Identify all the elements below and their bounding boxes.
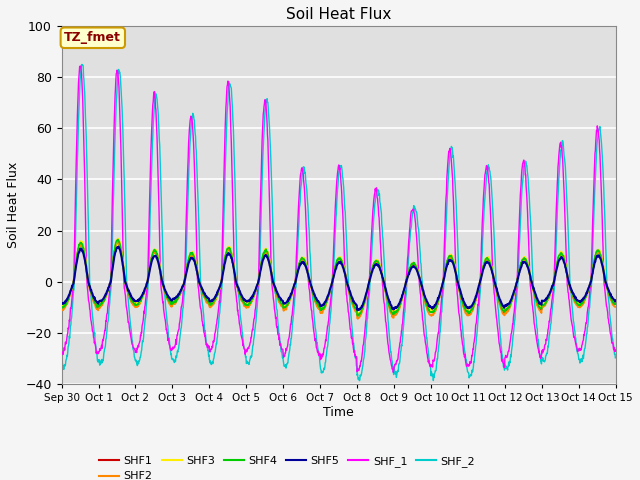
- SHF3: [58, 304, 65, 310]
- SHF2: [611, 304, 619, 310]
- Legend: SHF1, SHF2, SHF3, SHF4, SHF5, SHF_1, SHF_2: SHF1, SHF2, SHF3, SHF4, SHF5, SHF_1, SHF…: [95, 451, 480, 480]
- SHF2: [181, 273, 189, 279]
- SHF4: [114, 237, 122, 242]
- SHF_2: [356, 378, 364, 384]
- SHF5: [425, 303, 433, 309]
- SHF1: [425, 307, 433, 312]
- SHF_1: [611, 348, 619, 354]
- Line: SHF1: SHF1: [61, 240, 615, 315]
- SHF5: [181, 276, 189, 282]
- SHF5: [168, 298, 175, 303]
- SHF3: [611, 300, 619, 306]
- SHF5: [547, 289, 554, 295]
- SHF4: [243, 302, 251, 308]
- SHF1: [498, 304, 506, 310]
- SHF1: [355, 312, 362, 318]
- Line: SHF2: SHF2: [61, 242, 615, 319]
- SHF1: [181, 276, 189, 281]
- SHF3: [425, 306, 433, 312]
- SHF1: [168, 301, 175, 307]
- X-axis label: Time: Time: [323, 406, 354, 419]
- SHF_1: [58, 350, 65, 356]
- SHF5: [115, 244, 122, 250]
- SHF_2: [498, 345, 506, 350]
- SHF_1: [390, 370, 397, 375]
- SHF2: [113, 240, 121, 245]
- SHF4: [425, 307, 433, 313]
- SHF3: [243, 301, 251, 307]
- SHF2: [547, 291, 554, 297]
- Line: SHF_1: SHF_1: [61, 66, 615, 372]
- SHF_1: [425, 360, 433, 366]
- SHF_2: [58, 357, 65, 363]
- SHF_2: [243, 358, 251, 364]
- SHF5: [58, 300, 65, 306]
- SHF2: [498, 307, 506, 312]
- SHF4: [181, 275, 189, 280]
- SHF1: [611, 301, 619, 307]
- SHF2: [243, 305, 251, 311]
- SHF3: [547, 290, 554, 296]
- SHF2: [425, 312, 433, 317]
- SHF_1: [498, 356, 506, 361]
- SHF_2: [547, 326, 554, 332]
- SHF3: [115, 236, 122, 241]
- SHF3: [355, 311, 363, 316]
- SHF5: [243, 298, 251, 304]
- SHF_2: [425, 357, 433, 363]
- Text: TZ_fmet: TZ_fmet: [65, 31, 121, 44]
- SHF_2: [611, 355, 619, 360]
- SHF1: [58, 304, 65, 310]
- SHF3: [181, 276, 189, 282]
- SHF4: [168, 301, 175, 307]
- SHF_2: [181, 282, 189, 288]
- SHF2: [58, 307, 65, 312]
- Title: Soil Heat Flux: Soil Heat Flux: [286, 7, 391, 22]
- SHF_2: [168, 356, 175, 362]
- SHF3: [168, 300, 175, 306]
- SHF2: [354, 316, 362, 322]
- SHF4: [611, 301, 619, 307]
- Line: SHF3: SHF3: [61, 239, 615, 313]
- SHF3: [498, 302, 506, 308]
- SHF1: [243, 303, 251, 309]
- SHF_1: [181, 260, 189, 266]
- SHF4: [58, 304, 65, 310]
- Line: SHF_2: SHF_2: [61, 64, 615, 381]
- SHF_1: [77, 63, 84, 69]
- SHF5: [611, 299, 619, 304]
- SHF2: [168, 304, 175, 310]
- SHF4: [498, 305, 506, 311]
- SHF_2: [78, 61, 86, 67]
- SHF4: [354, 313, 362, 319]
- SHF_1: [168, 346, 175, 351]
- Y-axis label: Soil Heat Flux: Soil Heat Flux: [7, 162, 20, 248]
- SHF_1: [547, 311, 554, 317]
- SHF5: [354, 307, 362, 313]
- SHF5: [498, 300, 506, 306]
- SHF4: [547, 290, 554, 296]
- SHF1: [547, 289, 554, 295]
- SHF1: [113, 238, 121, 243]
- Line: SHF5: SHF5: [61, 247, 615, 310]
- SHF_1: [243, 348, 251, 354]
- Line: SHF4: SHF4: [61, 240, 615, 316]
